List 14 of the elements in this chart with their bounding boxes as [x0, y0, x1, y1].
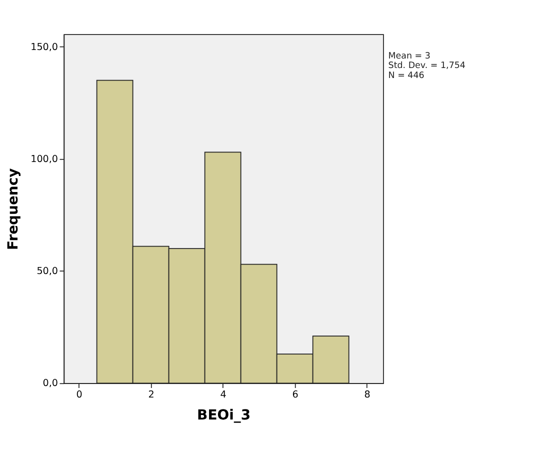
x-tick-label: 8	[364, 390, 370, 401]
x-axis-title: BEOi_3	[197, 407, 251, 424]
y-tick-label: 0,0	[42, 378, 58, 390]
x-tick-label: 0	[76, 390, 82, 401]
y-tick-label: 50,0	[36, 266, 58, 278]
x-tick-label: 6	[292, 390, 298, 401]
y-axis-title: Frequency	[5, 168, 22, 250]
x-tick-label: 4	[220, 390, 226, 401]
text: N = 446	[388, 70, 424, 81]
text: Mean = 3	[388, 52, 430, 62]
y-tick-label: 100,0	[30, 154, 58, 165]
y-tick-label: 150,0	[30, 42, 58, 53]
x-tick-label: 2	[148, 390, 154, 401]
text: Std. Dev. = 1,754	[388, 61, 466, 72]
